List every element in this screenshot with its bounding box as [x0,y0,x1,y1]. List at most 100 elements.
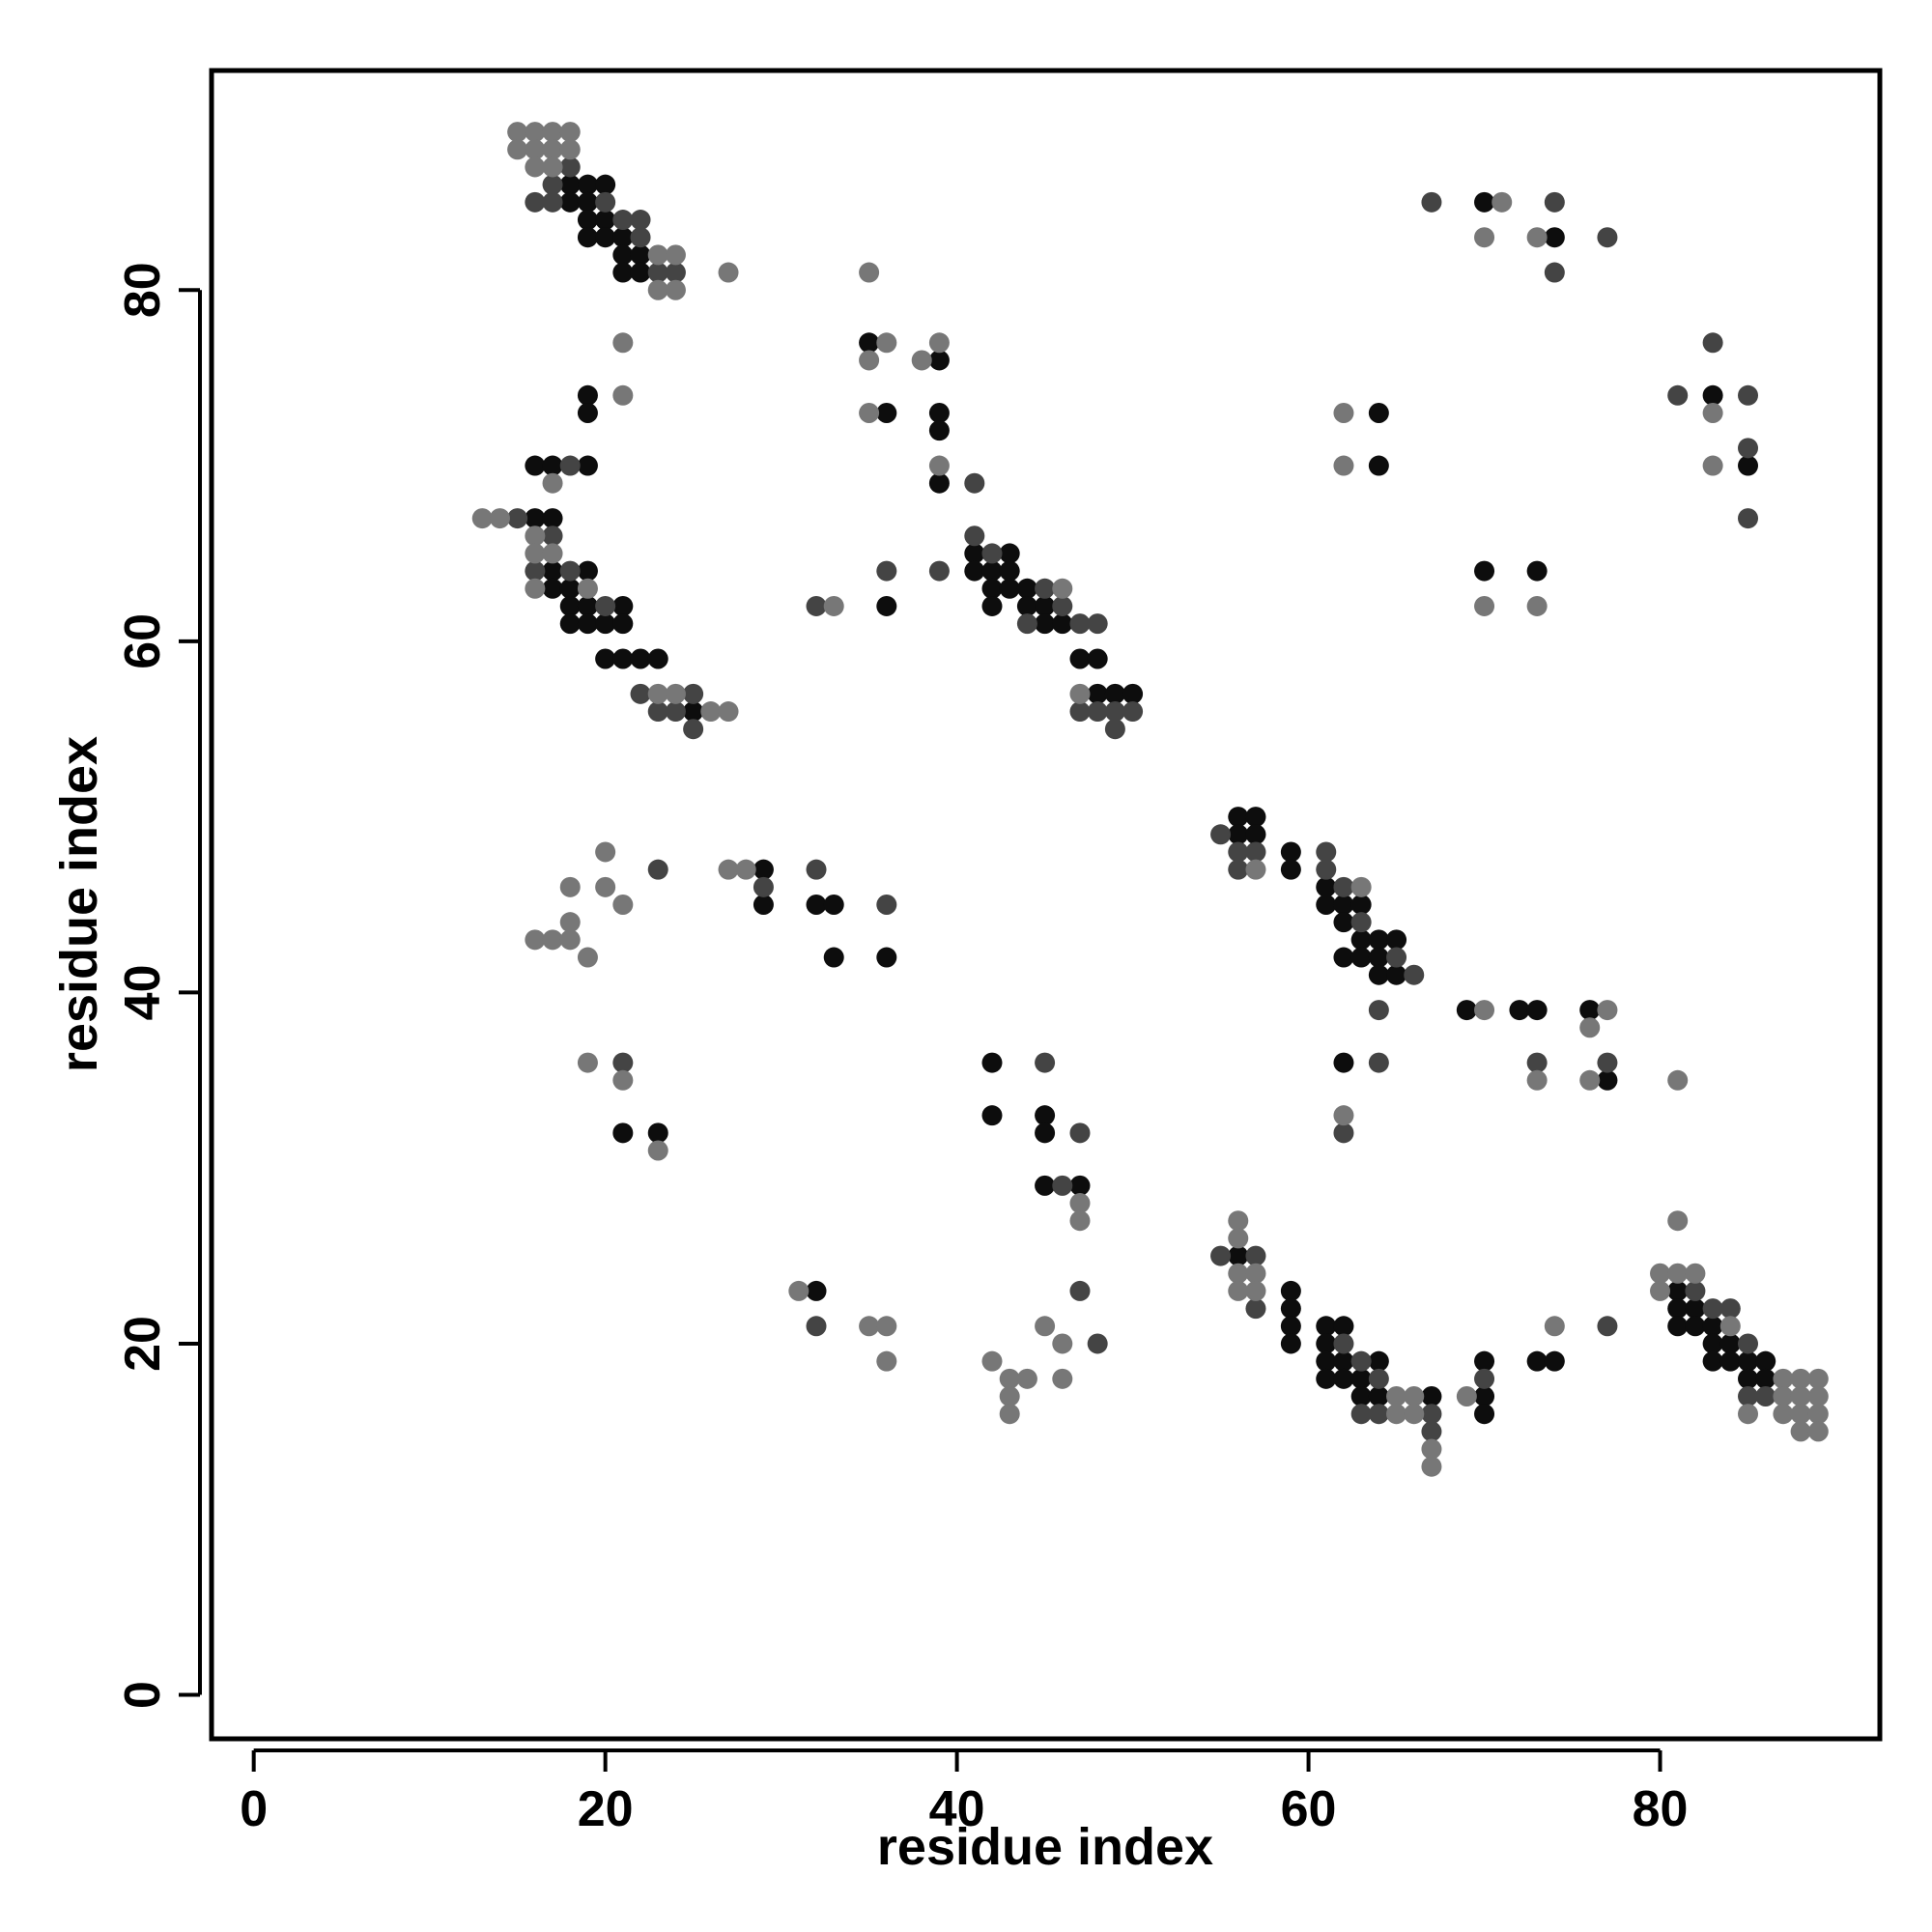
contact-point [1104,683,1125,704]
contact-point [1526,1000,1548,1021]
contact-point [1245,1263,1266,1284]
contact-point [1350,1386,1372,1407]
contact-point [1016,613,1037,635]
contact-point [1544,1316,1565,1337]
contact-point [542,472,563,494]
contact-point [1421,1438,1442,1460]
y-tick-label: 60 [115,613,171,669]
contact-point [876,1316,897,1337]
contact-point [1667,1316,1689,1337]
contact-point [612,648,634,669]
contact-point [595,210,616,231]
contact-point [876,402,897,423]
contact-point [1738,1386,1759,1407]
contact-point [559,929,581,951]
contact-point [595,648,616,669]
contact-point [1333,1105,1354,1126]
contact-point [665,683,686,704]
contact-point [1245,824,1266,845]
contact-point [981,1105,1003,1126]
contact-point [1404,964,1425,985]
contact-point [1474,1404,1495,1425]
contact-point [735,859,756,880]
contact-point [595,191,616,213]
contact-point [525,508,546,529]
contact-point [489,508,510,529]
contact-point [1526,1350,1548,1372]
contact-point [876,560,897,582]
contact-point [1719,1350,1741,1372]
contact-point [1316,841,1337,863]
contact-point [612,613,634,635]
contact-point [577,947,598,968]
contact-point [1333,1368,1354,1389]
contact-point [507,508,528,529]
contact-point [1104,719,1125,740]
contact-point [1719,1316,1741,1337]
contact-point [1035,613,1056,635]
contact-point [559,139,581,160]
contact-point [1333,1350,1354,1372]
contact-point [1016,578,1037,599]
contact-point [1280,1333,1301,1354]
contact-point [577,560,598,582]
contact-point [876,1350,897,1372]
contact-point [1807,1368,1829,1389]
contact-point [1350,929,1372,951]
contact-point [577,613,598,635]
contact-point [876,332,897,354]
contact-point [612,332,634,354]
contact-point [1333,1052,1354,1073]
contact-point [647,701,668,723]
contact-point [1456,1000,1477,1021]
contact-point [1316,1368,1337,1389]
contact-point [1280,1280,1301,1301]
contact-point [1667,1263,1689,1284]
contact-point [1719,1333,1741,1354]
contact-point [612,227,634,248]
contact-point [525,526,546,547]
contact-point [1667,1298,1689,1320]
contact-point [1228,824,1249,845]
contact-point [859,332,880,354]
contact-point [542,156,563,178]
contact-point [665,262,686,283]
contact-point [981,560,1003,582]
contact-point [806,895,827,915]
contact-point [630,244,651,266]
contact-point [577,402,598,423]
y-tick-label: 40 [115,964,171,1020]
contact-point [1526,1052,1548,1073]
contact-point [542,526,563,547]
contact-point [595,841,616,863]
contact-point [542,929,563,951]
contact-point [1544,227,1565,248]
contact-point [1738,384,1759,406]
contact-point [1228,1245,1249,1266]
contact-point [542,543,563,564]
contact-point [1245,1280,1266,1301]
contact-point [1316,1350,1337,1372]
contact-point [859,402,880,423]
contact-point [1316,895,1337,915]
contact-point [999,578,1020,599]
contact-point [1509,1000,1530,1021]
contact-point [859,262,880,283]
contact-point [1368,1000,1389,1021]
contact-point [525,929,546,951]
contact-point [1350,1350,1372,1372]
contact-point [1368,1404,1389,1425]
contact-point [1667,1210,1689,1232]
contact-point [1368,1386,1389,1407]
contact-point [1474,1386,1495,1407]
contact-point [1280,1298,1301,1320]
contact-point [1016,595,1037,616]
contact-point [823,895,844,915]
contact-point [1790,1386,1811,1407]
contact-point [665,244,686,266]
contact-point [964,560,985,582]
contact-point [1087,613,1108,635]
contact-point [1685,1280,1706,1301]
contact-point [1350,947,1372,968]
